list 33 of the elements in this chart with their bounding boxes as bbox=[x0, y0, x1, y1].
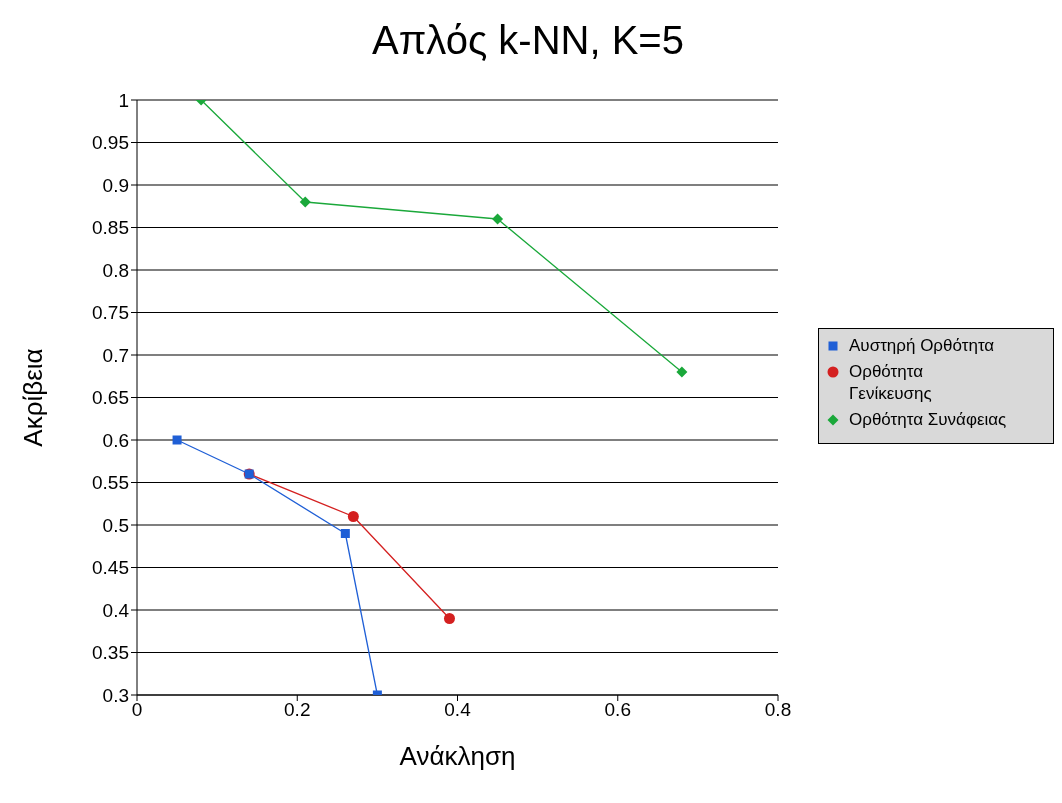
x-tick-label: 0 bbox=[131, 699, 143, 721]
y-tick-label: 0.6 bbox=[102, 429, 129, 451]
point bbox=[676, 366, 688, 378]
y-tick-label: 0.8 bbox=[102, 259, 129, 281]
legend-label: Αυστηρή Ορθότητα bbox=[849, 335, 995, 357]
point bbox=[492, 213, 504, 225]
y-tick-label: 1 bbox=[118, 89, 129, 111]
y-tick-label: 0.55 bbox=[92, 472, 129, 494]
y-tick-label: 0.45 bbox=[92, 557, 129, 579]
point bbox=[443, 613, 455, 624]
y-tick-label: 0.4 bbox=[102, 599, 130, 621]
y-tick-label: 0.9 bbox=[102, 174, 129, 196]
y-tick-label: 0.7 bbox=[102, 344, 129, 366]
x-tick-label: 0.4 bbox=[444, 699, 472, 721]
y-tick-label: 0.85 bbox=[92, 217, 129, 239]
y-tick-label: 0.35 bbox=[92, 642, 129, 664]
x-tick-label: 0.8 bbox=[764, 699, 792, 721]
x-axis-title: Ανάκληση bbox=[399, 741, 516, 771]
y-tick-label: 0.65 bbox=[92, 387, 129, 409]
legend-label: Ορθότητα Συνάφειας bbox=[849, 409, 1007, 431]
y-tick-label: 0.95 bbox=[92, 132, 129, 154]
y-tick-label: 0.75 bbox=[92, 302, 129, 324]
chart-title: Απλός k-NN, K=5 bbox=[371, 18, 685, 63]
x-tick-label: 0.6 bbox=[604, 699, 631, 721]
point bbox=[347, 511, 359, 522]
point bbox=[172, 435, 182, 445]
point bbox=[340, 529, 350, 538]
y-axis-title: Ακρίβεια bbox=[18, 348, 49, 447]
legend-label: Ορθότητα Γενίκευσης bbox=[849, 361, 933, 405]
point bbox=[299, 196, 311, 208]
x-tick-label: 0.2 bbox=[284, 699, 311, 721]
y-tick-label: 0.3 bbox=[102, 684, 129, 706]
y-tick-label: 0.5 bbox=[102, 514, 129, 536]
